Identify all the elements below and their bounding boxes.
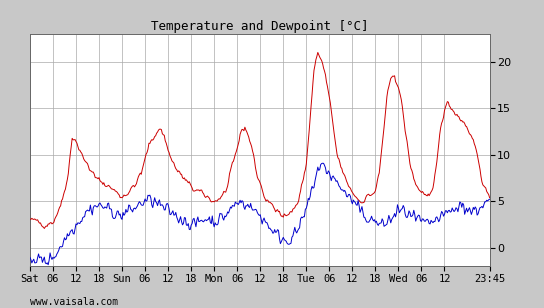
Title: Temperature and Dewpoint [°C]: Temperature and Dewpoint [°C]: [151, 20, 368, 33]
Text: www.vaisala.com: www.vaisala.com: [30, 297, 118, 307]
